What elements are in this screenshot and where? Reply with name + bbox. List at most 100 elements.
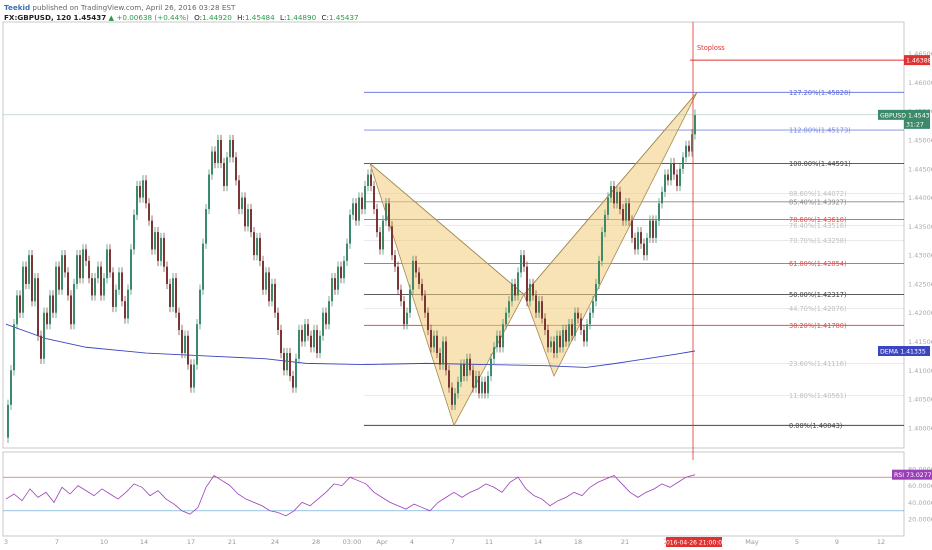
x-tick-label: 7 — [55, 538, 59, 546]
x-tick-label: 28 — [312, 538, 320, 546]
candle-body — [208, 174, 210, 210]
candle-body — [289, 353, 291, 377]
candle-body — [439, 353, 441, 365]
candle-body — [331, 278, 333, 302]
candle-body — [343, 260, 345, 279]
price-tag-bg — [904, 55, 930, 66]
fib-level-label: 88.60%(1.44072) — [789, 190, 847, 198]
candle-body — [106, 249, 108, 279]
candle-body — [124, 301, 126, 319]
candle-body — [127, 289, 129, 319]
y-tick-label: 1.42500 — [908, 280, 932, 288]
candle-body — [355, 203, 357, 221]
x-tick-label: 03:00 — [343, 538, 362, 546]
candle-body — [13, 324, 15, 371]
y-tick-label: 1.40000 — [908, 424, 932, 432]
y-tick-label: 1.44500 — [908, 165, 932, 173]
candle-body — [469, 358, 471, 371]
candle-body — [529, 283, 531, 302]
x-tick-label: 10 — [100, 538, 108, 546]
candle-body — [319, 335, 321, 354]
candle-body — [22, 266, 24, 313]
y-tick-label: 1.46500 — [908, 50, 932, 58]
candle-body — [565, 329, 567, 342]
candle-body — [325, 312, 327, 325]
candle-body — [238, 180, 240, 210]
candle-body — [451, 387, 453, 405]
candle-body — [424, 295, 426, 313]
candle-body — [367, 174, 369, 187]
price-tag-label: GBPUSD 1.45437 — [880, 112, 932, 119]
candle-body — [442, 341, 444, 365]
candle-body — [622, 209, 624, 221]
candle-body — [19, 295, 21, 313]
rsi-tick-label: 80.0000 — [908, 465, 932, 473]
candle-body — [151, 220, 153, 250]
candle-body — [169, 283, 171, 307]
candle-body — [70, 295, 72, 325]
candle-body — [613, 186, 615, 204]
candle-body — [121, 272, 123, 302]
rsi-tick-label: 20.0000 — [908, 516, 932, 524]
candle-body — [265, 272, 267, 290]
x-tick-label: 4 — [410, 538, 414, 546]
candle-body — [64, 255, 66, 273]
candle-body — [277, 312, 279, 330]
x-tick-label: 5 — [795, 538, 799, 546]
candle-body — [520, 255, 522, 273]
x-tick-label: 14 — [140, 538, 148, 546]
candle-body — [112, 272, 114, 307]
candle-body — [574, 312, 576, 336]
candle-body — [142, 180, 144, 198]
symbol-name[interactable]: FX:GBPUSD, 120 — [4, 13, 72, 22]
candle-body — [688, 145, 690, 152]
candle-body — [247, 209, 249, 227]
fib-level-label: 38.20%(1.41780) — [789, 322, 847, 330]
candle-body — [100, 266, 102, 296]
x-tick-label: 11 — [485, 538, 493, 546]
candle-body — [607, 197, 609, 215]
candle-body — [619, 191, 621, 210]
candle-body — [643, 243, 645, 256]
candle-body — [592, 301, 594, 313]
candle-body — [286, 353, 288, 371]
candle-body — [679, 168, 681, 187]
candle-body — [76, 255, 78, 284]
candle-body — [625, 203, 627, 221]
candle-body — [385, 203, 387, 221]
x-tick-label: May — [745, 538, 759, 546]
candle-body — [523, 255, 525, 267]
candle-body — [40, 335, 42, 359]
candle-body — [682, 157, 684, 169]
candle-body — [214, 151, 216, 164]
candle-body — [478, 376, 480, 394]
candle-body — [370, 174, 372, 187]
candle-body — [244, 197, 246, 227]
candle-body — [82, 249, 84, 279]
x-tick-label: 21 — [621, 538, 629, 546]
candle-body — [379, 232, 381, 250]
candle-body — [433, 335, 435, 348]
candle-body — [73, 283, 75, 325]
pattern-leg-xb — [369, 163, 525, 295]
candle-body — [193, 364, 195, 388]
candle-body — [409, 289, 411, 313]
candle-body — [61, 255, 63, 290]
x-tick-label: 21 — [228, 538, 236, 546]
candle-body — [271, 283, 273, 302]
candle-body — [397, 266, 399, 290]
candle-body — [232, 140, 234, 158]
candle-body — [205, 209, 207, 244]
candle-body — [415, 260, 417, 273]
author-link[interactable]: Teekid — [4, 3, 31, 12]
candle-body — [526, 266, 528, 302]
candle-body — [226, 157, 228, 187]
candle-body — [352, 203, 354, 215]
y-tick-label: 1.45000 — [908, 137, 932, 145]
fib-level-label: 100.00%(1.44591) — [789, 160, 851, 168]
candle-body — [466, 358, 468, 377]
candle-body — [223, 163, 225, 187]
candle-body — [511, 283, 513, 302]
candle-body — [262, 260, 264, 290]
